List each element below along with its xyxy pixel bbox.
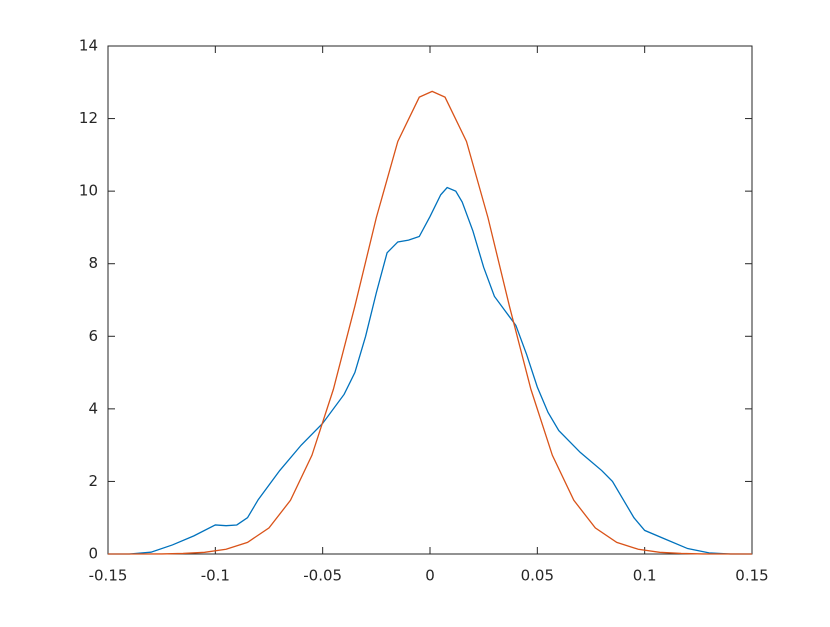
x-tick-label: 0.1: [633, 567, 657, 585]
axes-box: [107, 45, 753, 555]
x-tick-label: -0.05: [303, 567, 342, 585]
x-tick-label: 0: [425, 567, 435, 585]
y-tick-label: 10: [79, 182, 98, 200]
data-line: [107, 90, 753, 555]
x-tick-label: 0.05: [521, 567, 554, 585]
y-tick-label: 2: [88, 472, 98, 490]
y-tick-label: 6: [88, 327, 98, 345]
y-tick-label: 0: [88, 545, 98, 563]
x-tick-label: 0.15: [735, 567, 768, 585]
x-tick-label: -0.15: [89, 567, 128, 585]
y-tick-label: 14: [79, 37, 98, 55]
y-tick-label: 8: [88, 254, 98, 272]
data-line: [108, 186, 752, 555]
x-tick-label: -0.1: [201, 567, 230, 585]
y-tick-label: 4: [88, 399, 98, 417]
y-tick-label: 12: [79, 109, 98, 127]
